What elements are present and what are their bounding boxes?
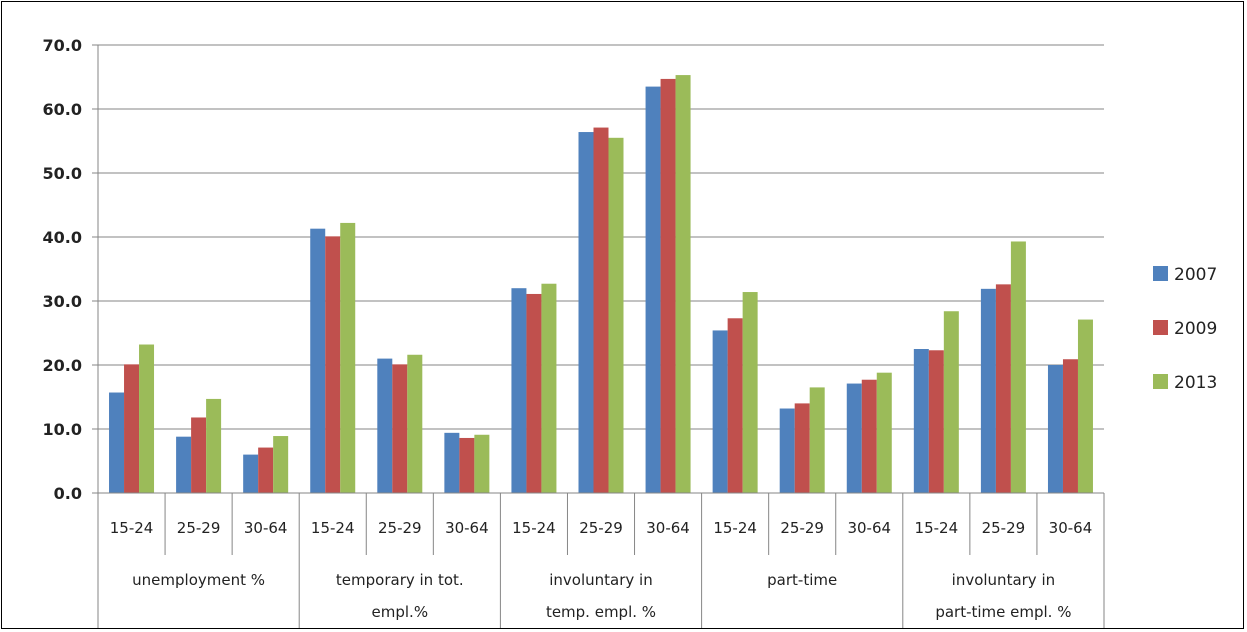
x-tick-label: 15-24 bbox=[512, 519, 556, 537]
y-tick-label: 0.0 bbox=[54, 484, 82, 503]
bar-2009-6 bbox=[459, 437, 475, 493]
bar-2009-5 bbox=[392, 364, 408, 493]
bar-2009-10 bbox=[727, 318, 743, 493]
x-axis: 15-24 25-29 30-64 unemployment % 15-24 25-29 3… bbox=[97, 492, 1105, 628]
bar-2013-1 bbox=[139, 344, 155, 493]
bar-2009-2 bbox=[191, 417, 207, 493]
bar-2007-9 bbox=[645, 86, 661, 493]
bar-2007-10 bbox=[712, 330, 728, 493]
group-label: involuntary in bbox=[952, 571, 1055, 589]
x-tick-label: 30-64 bbox=[244, 519, 288, 537]
group-label: involuntary in bbox=[549, 571, 652, 589]
y-tick-label: 60.0 bbox=[43, 100, 82, 119]
bar-2009-12 bbox=[861, 379, 877, 493]
bar-2007-12 bbox=[846, 383, 862, 493]
bar-2007-4 bbox=[310, 228, 326, 493]
bar-2009-9 bbox=[660, 78, 676, 494]
bar-2007-3 bbox=[243, 454, 259, 493]
x-tick-label: 30-64 bbox=[1049, 519, 1093, 537]
bar-2013-10 bbox=[742, 292, 758, 493]
bar-2013-15 bbox=[1077, 319, 1093, 493]
x-tick-label: 30-64 bbox=[445, 519, 489, 537]
x-tick-label: 25-29 bbox=[579, 519, 623, 537]
x-tick-label: 15-24 bbox=[915, 519, 959, 537]
legend-label: 2013 bbox=[1174, 373, 1217, 393]
group-label: temporary in tot. bbox=[336, 571, 464, 589]
bar-2007-7 bbox=[511, 288, 527, 493]
bar-2009-14 bbox=[995, 284, 1011, 493]
bar-2013-9 bbox=[675, 75, 691, 493]
legend: 2007 2009 2013 bbox=[1153, 265, 1217, 393]
y-tick-label: 30.0 bbox=[43, 292, 82, 311]
bar-2009-1 bbox=[124, 364, 140, 493]
bar-2007-6 bbox=[444, 432, 460, 493]
legend-swatch-2013 bbox=[1153, 374, 1168, 389]
x-tick-label: 25-29 bbox=[780, 519, 824, 537]
bar-2007-11 bbox=[779, 408, 795, 493]
group-label: part-time empl. % bbox=[935, 603, 1071, 621]
bar-2013-7 bbox=[541, 283, 557, 493]
bar-2013-11 bbox=[809, 387, 825, 493]
x-tick-label: 25-29 bbox=[378, 519, 422, 537]
bar-2007-5 bbox=[377, 358, 393, 493]
legend-label: 2009 bbox=[1174, 319, 1217, 339]
bar-2007-13 bbox=[913, 349, 929, 493]
bar-2013-5 bbox=[407, 354, 423, 493]
group-label: temp. empl. % bbox=[546, 603, 656, 621]
bar-2013-4 bbox=[340, 222, 356, 494]
x-tick-label: 25-29 bbox=[982, 519, 1026, 537]
y-tick-label: 40.0 bbox=[43, 228, 82, 247]
x-tick-label: 30-64 bbox=[847, 519, 891, 537]
bar-2007-2 bbox=[176, 436, 192, 493]
y-tick-label: 10.0 bbox=[43, 420, 82, 439]
bar-2013-12 bbox=[876, 372, 892, 493]
y-tick-label: 70.0 bbox=[43, 36, 82, 55]
y-tick-label: 20.0 bbox=[43, 356, 82, 375]
bars bbox=[109, 75, 1093, 494]
y-tick-label: 50.0 bbox=[43, 164, 82, 183]
bar-2009-15 bbox=[1062, 359, 1078, 493]
bar-2007-1 bbox=[109, 392, 125, 493]
group-label: part-time bbox=[767, 571, 837, 589]
bar-2013-14 bbox=[1010, 241, 1026, 493]
legend-swatch-2007 bbox=[1153, 266, 1168, 281]
y-axis: 0.0 10.0 20.0 30.0 40.0 50.0 60.0 70.0 bbox=[43, 36, 99, 503]
bar-2013-2 bbox=[206, 398, 222, 493]
bar-2013-6 bbox=[474, 434, 490, 493]
bar-2013-3 bbox=[273, 436, 289, 493]
group-label: empl.% bbox=[372, 603, 429, 621]
legend-label: 2007 bbox=[1174, 265, 1217, 285]
bar-2009-8 bbox=[593, 127, 609, 493]
bar-2009-3 bbox=[258, 447, 274, 493]
x-tick-label: 15-24 bbox=[311, 519, 355, 537]
bar-2013-8 bbox=[608, 137, 624, 494]
bar-2013-13 bbox=[943, 311, 959, 493]
x-tick-label: 15-24 bbox=[110, 519, 154, 537]
bar-2009-13 bbox=[928, 350, 944, 493]
x-tick-label: 30-64 bbox=[646, 519, 690, 537]
x-tick-label: 15-24 bbox=[713, 519, 757, 537]
legend-swatch-2009 bbox=[1153, 320, 1168, 335]
bar-2009-4 bbox=[325, 236, 341, 494]
bar-2007-14 bbox=[980, 288, 996, 493]
bar-2009-7 bbox=[526, 293, 542, 493]
bar-2009-11 bbox=[794, 403, 810, 493]
group-label: unemployment % bbox=[132, 571, 265, 589]
x-tick-label: 25-29 bbox=[177, 519, 221, 537]
bar-2007-8 bbox=[578, 132, 594, 494]
bar-2007-15 bbox=[1047, 365, 1063, 493]
